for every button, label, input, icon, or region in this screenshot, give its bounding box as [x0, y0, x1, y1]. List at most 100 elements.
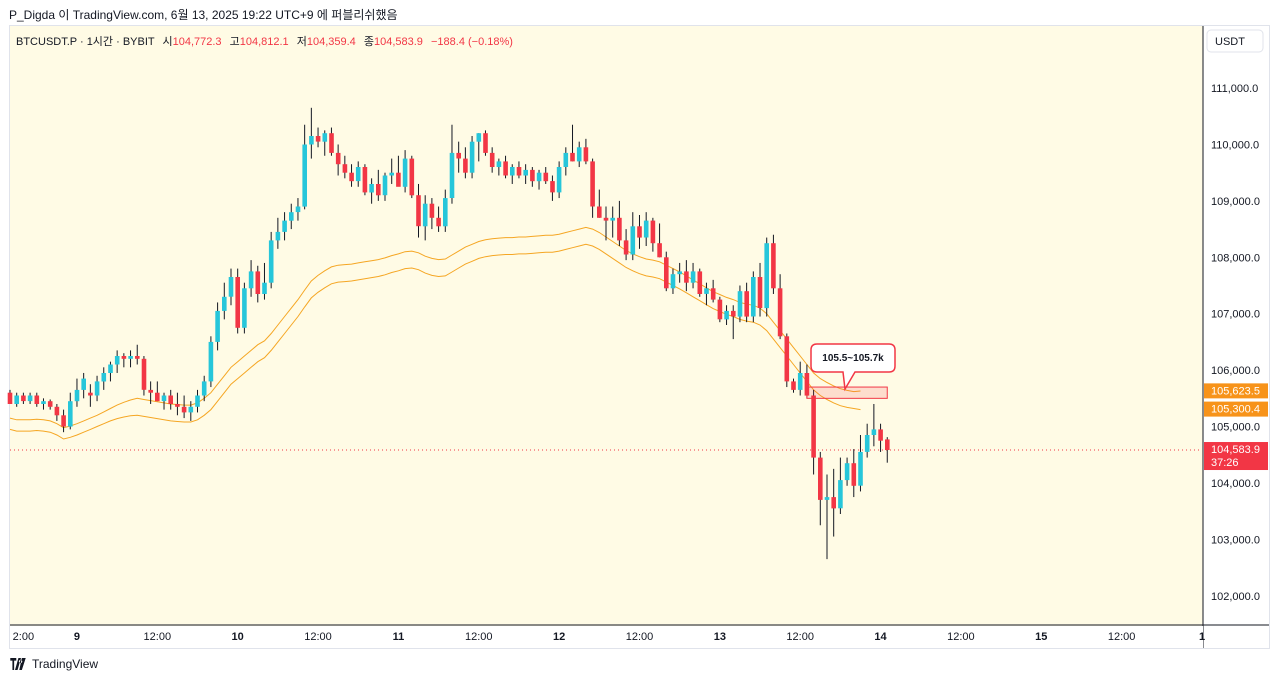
candle[interactable]	[74, 378, 80, 407]
candle[interactable]	[777, 274, 783, 340]
candle[interactable]	[510, 164, 515, 184]
candle[interactable]	[121, 353, 127, 368]
candle[interactable]	[650, 217, 656, 252]
candle[interactable]	[664, 251, 669, 292]
candle[interactable]	[757, 262, 763, 317]
candle[interactable]	[315, 127, 321, 148]
candle[interactable]	[603, 206, 609, 241]
candle[interactable]	[824, 474, 830, 560]
candle[interactable]	[771, 234, 776, 294]
candle[interactable]	[864, 423, 870, 458]
price-axis-panel[interactable]	[1203, 26, 1269, 648]
candle[interactable]	[530, 167, 535, 187]
candle[interactable]	[838, 457, 843, 514]
tradingview-logo[interactable]: TradingView	[9, 657, 98, 671]
candle[interactable]	[516, 161, 522, 179]
candle[interactable]	[61, 409, 66, 433]
candle[interactable]	[228, 268, 234, 306]
candle[interactable]	[684, 260, 689, 292]
candle[interactable]	[402, 150, 408, 193]
candle[interactable]	[751, 271, 756, 323]
candle[interactable]	[201, 375, 207, 402]
candle[interactable]	[536, 169, 542, 190]
candle[interactable]	[456, 141, 461, 173]
candle[interactable]	[422, 195, 428, 241]
candle[interactable]	[463, 147, 468, 179]
candle[interactable]	[282, 212, 287, 241]
candle[interactable]	[811, 389, 816, 475]
candle[interactable]	[429, 198, 435, 230]
candle[interactable]	[556, 161, 562, 199]
candle[interactable]	[135, 344, 140, 365]
candle[interactable]	[289, 203, 294, 230]
candle[interactable]	[295, 198, 301, 221]
candle[interactable]	[657, 223, 662, 258]
candle[interactable]	[322, 130, 328, 156]
candle[interactable]	[382, 172, 388, 201]
candle[interactable]	[396, 155, 401, 187]
candle[interactable]	[724, 305, 729, 325]
candle[interactable]	[369, 178, 374, 204]
candle[interactable]	[54, 403, 60, 421]
candle[interactable]	[389, 158, 394, 184]
candle[interactable]	[630, 212, 636, 261]
candle[interactable]	[496, 158, 502, 176]
candle[interactable]	[248, 260, 254, 297]
candle[interactable]	[563, 147, 569, 176]
candle[interactable]	[677, 262, 682, 283]
candle[interactable]	[637, 214, 642, 249]
candle[interactable]	[255, 265, 261, 303]
candle[interactable]	[697, 268, 703, 297]
candle[interactable]	[34, 392, 40, 407]
candle[interactable]	[831, 468, 836, 537]
candle[interactable]	[88, 384, 93, 407]
candle[interactable]	[670, 268, 676, 294]
candle[interactable]	[483, 130, 488, 156]
candle[interactable]	[523, 164, 528, 184]
candle[interactable]	[623, 229, 629, 261]
candle[interactable]	[335, 144, 341, 176]
candle[interactable]	[349, 164, 354, 187]
candle[interactable]	[155, 381, 160, 402]
candle[interactable]	[268, 231, 274, 289]
candle[interactable]	[81, 372, 86, 399]
candle[interactable]	[114, 350, 120, 373]
candle[interactable]	[342, 155, 348, 179]
candle[interactable]	[21, 392, 26, 404]
candle[interactable]	[717, 296, 723, 323]
candle[interactable]	[543, 167, 549, 184]
candle[interactable]	[436, 206, 441, 232]
candle[interactable]	[309, 107, 314, 159]
candle[interactable]	[355, 161, 361, 187]
candle[interactable]	[148, 381, 153, 404]
candle[interactable]	[47, 399, 53, 410]
candle[interactable]	[610, 206, 615, 238]
candle[interactable]	[181, 395, 187, 419]
candle[interactable]	[576, 141, 582, 168]
candle[interactable]	[302, 124, 307, 210]
candle[interactable]	[791, 378, 796, 393]
candle[interactable]	[737, 285, 743, 323]
candle[interactable]	[731, 305, 736, 340]
candle[interactable]	[764, 237, 769, 317]
candle[interactable]	[797, 361, 803, 396]
candle[interactable]	[704, 282, 709, 306]
candle[interactable]	[195, 389, 200, 413]
candle[interactable]	[476, 133, 482, 162]
candle[interactable]	[583, 138, 589, 165]
target-zone-annotation[interactable]: 105.5~105.7k	[806, 343, 896, 399]
currency-badge[interactable]: USDT	[1206, 29, 1264, 53]
candle[interactable]	[7, 389, 13, 404]
candle[interactable]	[222, 282, 227, 320]
candle[interactable]	[871, 403, 877, 447]
candle[interactable]	[443, 189, 448, 232]
candle[interactable]	[851, 449, 857, 498]
candle[interactable]	[68, 392, 73, 430]
candle[interactable]	[27, 392, 33, 404]
candle[interactable]	[449, 124, 455, 204]
candles[interactable]	[7, 107, 890, 560]
candle[interactable]	[215, 302, 220, 351]
candle[interactable]	[188, 401, 194, 421]
target-zone-rect[interactable]	[806, 386, 888, 399]
plot-area[interactable]: 105.5~105.7k	[7, 107, 1202, 560]
